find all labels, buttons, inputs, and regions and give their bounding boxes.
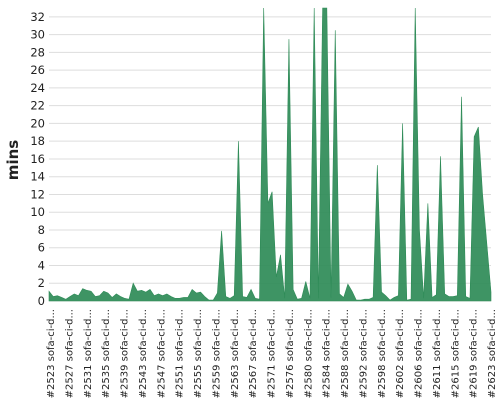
x-tick-label: #2602 sofa-ci-d... xyxy=(395,309,406,398)
x-tick-label: #2547 sofa-ci-d... xyxy=(156,309,167,398)
x-tick-label: #2606 sofa-ci-d... xyxy=(414,309,425,398)
x-tick-label: #2563 sofa-ci-d... xyxy=(230,309,241,398)
y-tick-label: 28 xyxy=(30,45,45,59)
y-tick-label: 2 xyxy=(38,276,45,290)
y-tick-label: 32 xyxy=(30,10,45,24)
series-area-layer xyxy=(48,7,492,302)
x-tick-label: #2535 sofa-ci-d... xyxy=(101,309,112,398)
x-tick-label: #2592 sofa-ci-d... xyxy=(359,309,370,398)
x-tick-label: #2567 sofa-ci-d... xyxy=(248,309,259,398)
x-tick-label: #2551 sofa-ci-d... xyxy=(175,309,186,398)
y-tick-label: 22 xyxy=(30,99,45,113)
y-tick-label: 6 xyxy=(38,241,45,255)
x-tick-label: #2523 sofa-ci-d... xyxy=(46,309,57,398)
x-tick-label: #2623 sofa-ci-d... xyxy=(487,309,498,398)
x-tick-label: #2527 sofa-ci-d... xyxy=(64,309,75,398)
x-tick-label: #2539 sofa-ci-d... xyxy=(120,309,131,398)
x-tick-label: #2611 sofa-ci-d... xyxy=(432,309,443,398)
y-tick-label: 10 xyxy=(30,205,45,219)
y-tick-label: 20 xyxy=(30,116,45,130)
y-tick-label: 30 xyxy=(30,28,45,42)
x-tick-label: #2543 sofa-ci-d... xyxy=(138,309,149,398)
x-tick-label: #2584 sofa-ci-d... xyxy=(322,309,333,398)
y-tick-label: 14 xyxy=(30,170,45,184)
y-tick-label: 4 xyxy=(38,258,45,272)
x-tick-label: #2555 sofa-ci-d... xyxy=(193,309,204,398)
y-tick-label: 16 xyxy=(30,152,45,166)
x-tick-label: #2619 sofa-ci-d... xyxy=(469,309,480,398)
series-area xyxy=(48,7,492,302)
y-tick-label: 24 xyxy=(30,81,45,95)
x-tick-label: #2580 sofa-ci-d... xyxy=(303,309,314,398)
y-tick-label: 26 xyxy=(30,63,45,77)
y-tick-label: 12 xyxy=(30,187,45,201)
x-tick-label: #2531 sofa-ci-d... xyxy=(83,309,94,398)
y-tick-label: 18 xyxy=(30,134,45,148)
y-tick-label: 0 xyxy=(38,294,45,308)
y-axis-title: mins xyxy=(4,140,22,180)
y-tick-label: 8 xyxy=(38,223,45,237)
x-tick-label: #2598 sofa-ci-d... xyxy=(377,309,388,398)
x-tick-label: #2588 sofa-ci-d... xyxy=(340,309,351,398)
x-axis-ticks: #2523 sofa-ci-d... #2527 sofa-ci-d... #253… xyxy=(46,309,498,398)
x-tick-label: #2576 sofa-ci-d... xyxy=(285,309,296,398)
x-tick-label: #2615 sofa-ci-d... xyxy=(450,309,461,398)
x-tick-label: #2571 sofa-ci-d... xyxy=(267,309,278,398)
x-tick-label: #2559 sofa-ci-d... xyxy=(211,309,222,398)
